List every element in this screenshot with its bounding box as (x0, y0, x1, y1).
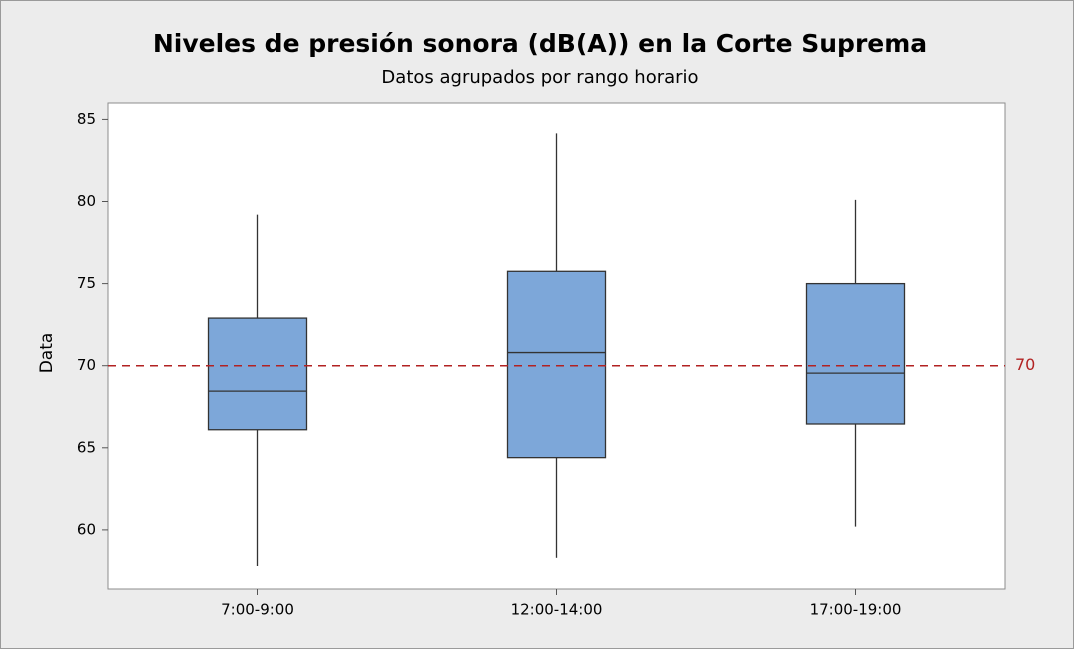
y-tick-label: 85 (77, 110, 96, 128)
box (506, 270, 607, 459)
x-tick-label: 12:00-14:00 (511, 601, 603, 619)
x-tick-label: 17:00-19:00 (810, 601, 902, 619)
chart-title: Niveles de presión sonora (dB(A)) en la … (153, 29, 927, 58)
box (805, 282, 906, 425)
chart-subtitle: Datos agrupados por rango horario (381, 67, 698, 88)
y-axis-label: Data (37, 333, 57, 374)
x-tick-label: 7:00-9:00 (221, 601, 294, 619)
reference-label: 70 (1015, 355, 1035, 374)
y-tick-label: 70 (77, 356, 96, 374)
y-tick-label: 75 (77, 274, 96, 292)
y-tick-label: 60 (77, 520, 96, 538)
y-tick-label: 65 (77, 438, 96, 456)
y-tick-label: 80 (77, 192, 96, 210)
box (207, 317, 308, 431)
